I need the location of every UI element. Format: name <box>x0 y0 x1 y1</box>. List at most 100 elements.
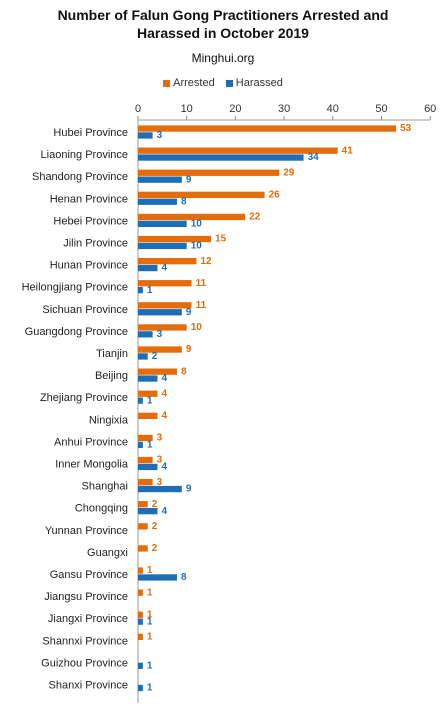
x-tick-label: 0 <box>135 103 141 115</box>
bar-arrested <box>138 147 338 154</box>
category-label: Henan Province <box>50 193 128 205</box>
bar-harassed <box>138 441 143 448</box>
bar-arrested <box>138 412 158 419</box>
legend-swatch-harassed <box>225 79 233 87</box>
category-label: Zhejiang Province <box>40 392 128 404</box>
bar-arrested <box>138 633 143 640</box>
data-label-harassed: 8 <box>181 196 187 207</box>
bar-arrested <box>138 479 153 486</box>
category-label: Hebei Province <box>53 215 128 227</box>
data-label-arrested: 26 <box>269 190 281 201</box>
category-label: Hubei Province <box>53 127 128 139</box>
x-tick-label: 50 <box>375 103 387 115</box>
data-label-harassed: 1 <box>147 683 153 694</box>
bar-harassed <box>138 662 143 669</box>
data-label-arrested: 2 <box>152 521 158 532</box>
category-label: Ningixia <box>89 414 129 426</box>
category-label: Liaoning Province <box>41 149 128 161</box>
x-tick-label: 20 <box>229 103 241 115</box>
bar-arrested <box>138 368 177 375</box>
chart-title-line-1: Number of Falun Gong Practitioners Arres… <box>57 7 389 23</box>
x-tick-label: 40 <box>327 103 339 115</box>
category-label: Guizhou Province <box>41 657 128 669</box>
data-label-harassed: 9 <box>186 484 192 495</box>
data-label-arrested: 11 <box>196 278 207 289</box>
bar-harassed <box>138 618 143 625</box>
data-label-harassed: 1 <box>147 661 153 672</box>
data-label-arrested: 12 <box>200 256 212 267</box>
bar-arrested <box>138 213 246 221</box>
data-label-harassed: 3 <box>157 130 163 141</box>
category-label: Inner Mongolia <box>55 459 129 471</box>
bar-arrested <box>138 235 212 243</box>
bar-harassed <box>138 309 182 316</box>
bar-arrested <box>138 346 182 353</box>
category-label: Heilongjiang Province <box>22 282 128 294</box>
legend-label-harassed: Harassed <box>235 77 283 89</box>
bar-arrested <box>138 258 197 265</box>
bar-arrested <box>138 567 143 574</box>
bar-harassed <box>138 463 158 471</box>
category-label: Jiangxi Province <box>48 613 128 625</box>
x-tick-label: 10 <box>181 103 193 115</box>
data-label-harassed: 4 <box>161 373 167 384</box>
data-label-arrested: 41 <box>342 145 354 156</box>
bar-harassed <box>138 331 153 338</box>
bar-harassed <box>138 198 177 205</box>
data-label-arrested: 15 <box>215 234 227 245</box>
data-label-harassed: 1 <box>147 440 153 451</box>
bar-harassed <box>138 485 182 493</box>
bar-harassed <box>138 508 158 515</box>
bar-harassed <box>138 220 187 227</box>
bar-arrested <box>138 324 187 331</box>
data-label-arrested: 4 <box>161 388 167 399</box>
category-label: Yunnan Province <box>45 525 128 537</box>
data-label-arrested: 53 <box>400 123 412 134</box>
bar-arrested <box>138 501 148 508</box>
data-label-arrested: 2 <box>152 499 158 510</box>
bar-arrested <box>138 545 148 552</box>
bar-arrested <box>138 191 265 198</box>
data-label-arrested: 2 <box>152 543 158 554</box>
data-label-arrested: 1 <box>147 632 153 643</box>
bar-arrested <box>138 280 192 287</box>
legend-swatch-arrested <box>163 79 171 87</box>
bar-arrested <box>138 523 148 530</box>
data-label-harassed: 1 <box>147 285 153 296</box>
data-label-harassed: 4 <box>161 506 167 517</box>
category-label: Sichuan Province <box>42 304 128 316</box>
bar-harassed <box>138 287 143 294</box>
bar-arrested <box>138 125 397 132</box>
category-label: Shanghai <box>82 481 129 493</box>
data-label-arrested: 29 <box>283 167 295 178</box>
data-label-arrested: 1 <box>147 565 153 576</box>
bar-harassed <box>138 176 182 183</box>
legend: Arrested Harassed <box>0 77 446 89</box>
category-label: Shanxi Province <box>49 680 129 692</box>
chart-title: Number of Falun Gong Practitioners Arres… <box>0 6 446 42</box>
category-label: Shannxi Province <box>42 635 128 647</box>
bar-harassed <box>138 264 158 272</box>
data-label-arrested: 22 <box>249 212 261 223</box>
bar-harassed <box>138 132 153 139</box>
data-label-arrested: 4 <box>161 411 167 422</box>
category-label: Beijing <box>95 370 128 382</box>
bar-harassed <box>138 684 143 692</box>
bar-harassed <box>138 574 177 581</box>
category-label: Chongqing <box>75 503 128 515</box>
bar-arrested <box>138 302 192 309</box>
data-label-arrested: 3 <box>157 455 163 466</box>
data-label-harassed: 3 <box>157 329 163 340</box>
data-label-arrested: 1 <box>147 587 153 598</box>
bar-arrested <box>138 611 143 618</box>
data-label-arrested: 11 <box>196 300 207 311</box>
data-label-harassed: 10 <box>191 219 203 230</box>
bar-arrested <box>138 434 153 442</box>
chart-title-line-2: Harassed in October 2019 <box>137 25 309 41</box>
data-label-arrested: 10 <box>191 322 203 333</box>
category-label: Hunan Province <box>50 260 128 272</box>
data-label-arrested: 3 <box>157 433 163 444</box>
bar-arrested <box>138 390 158 397</box>
data-label-harassed: 8 <box>181 572 187 583</box>
bar-harassed <box>138 154 304 161</box>
